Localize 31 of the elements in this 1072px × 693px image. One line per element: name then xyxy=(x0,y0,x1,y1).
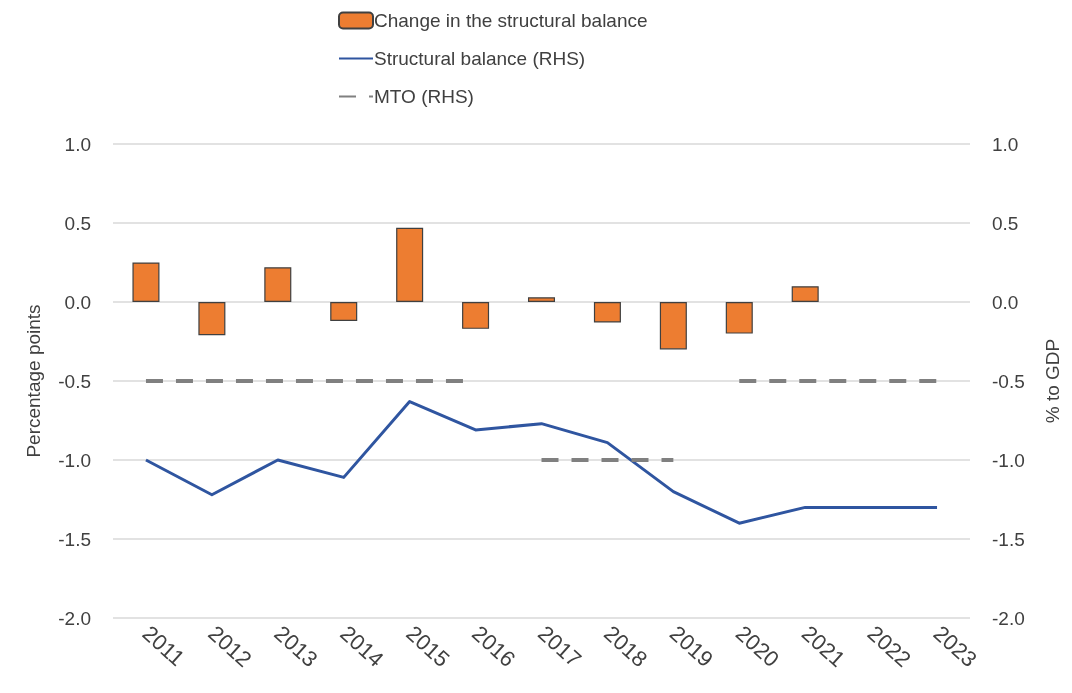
bar xyxy=(396,227,424,302)
y2-tick-label: -0.5 xyxy=(992,370,1025,392)
bar xyxy=(132,262,160,302)
y-tick-label: 1.0 xyxy=(64,133,91,155)
bar xyxy=(659,302,687,350)
legend-label: Change in the structural balance xyxy=(374,10,648,31)
y2-tick-label: -2.0 xyxy=(992,607,1025,629)
y2-axis-title: % to GDP xyxy=(1042,338,1063,424)
bar xyxy=(791,286,819,302)
y-tick-label: 0.5 xyxy=(64,212,91,234)
y2-tick-label: 0.5 xyxy=(992,212,1019,234)
legend-label: Structural balance (RHS) xyxy=(374,48,586,69)
bar xyxy=(462,302,490,329)
y-tick-label: -2.0 xyxy=(58,607,91,629)
y-tick-label: -0.5 xyxy=(58,370,91,392)
y-tick-label: -1.5 xyxy=(58,528,91,550)
y-tick-label: -1.0 xyxy=(58,449,91,471)
y2-tick-label: 1.0 xyxy=(992,133,1019,155)
bar xyxy=(198,302,226,336)
bar xyxy=(330,302,358,321)
bar xyxy=(593,302,621,323)
bar xyxy=(527,297,556,302)
bar xyxy=(725,302,753,334)
line-series xyxy=(144,400,939,525)
y-tick-label: 0.0 xyxy=(64,291,91,313)
legend-label: MTO (RHS) xyxy=(374,86,474,107)
y2-tick-label: -1.5 xyxy=(992,528,1025,550)
y2-tick-label: 0.0 xyxy=(992,291,1019,313)
bar xyxy=(264,267,292,302)
y2-tick-label: -1.0 xyxy=(992,449,1025,471)
y-axis-title: Percentage points xyxy=(23,304,44,458)
